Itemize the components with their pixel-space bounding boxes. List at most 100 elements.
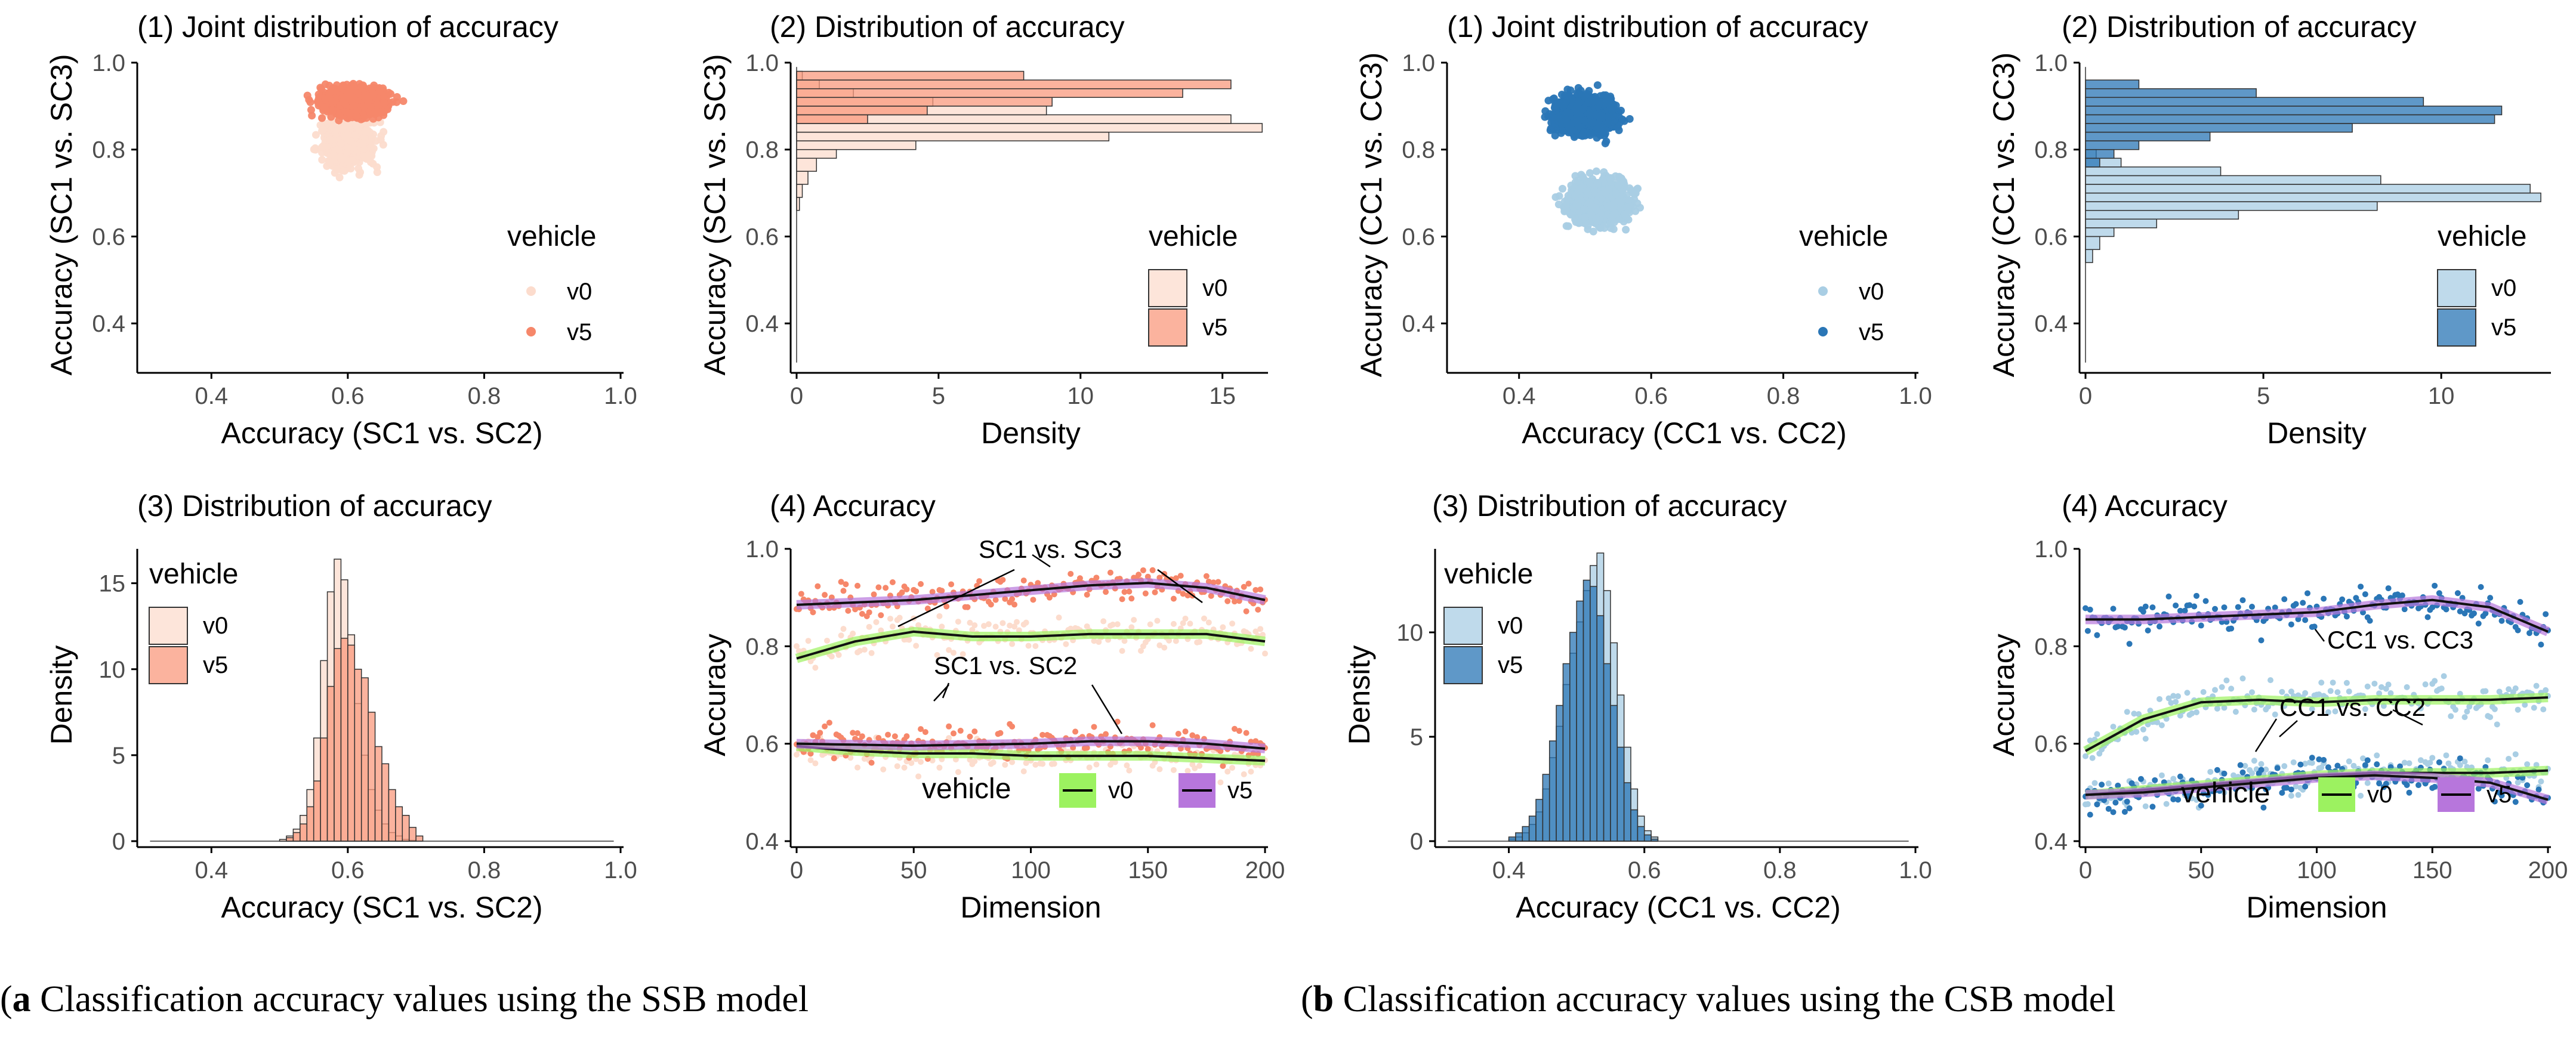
data-point-v0 SC1 vs. SC3 [861, 647, 868, 653]
histogram-bar-v5 [368, 712, 376, 842]
y-tick-label: 1.0 [745, 50, 779, 76]
data-point-v5 SC1 vs. SC2 [1236, 728, 1242, 734]
data-point-v0 SC1 vs. SC3 [1170, 620, 1177, 627]
data-point-v5 SC1 vs. SC2 [885, 731, 891, 738]
data-point-v5 [303, 91, 311, 100]
legend-label-v5: v5 [1227, 777, 1252, 804]
panel-title: (2) Distribution of accuracy [770, 10, 1125, 44]
data-point-v0 SC1 vs. SC3 [1201, 615, 1207, 622]
y-axis-label: Accuracy (SC1 vs. SC3) [698, 54, 732, 375]
data-point-v0 SC1 vs. SC3 [971, 622, 978, 629]
data-point-v0 [1562, 206, 1571, 214]
data-point-v5 SC1 vs. SC2 [1231, 725, 1238, 732]
data-point-v0 [1602, 189, 1610, 197]
data-point-v5 SC1 vs. SC2 [854, 730, 861, 737]
x-tick-label: 50 [900, 857, 927, 884]
data-point-v0 SC1 vs. SC3 [856, 647, 863, 654]
data-point-v0 SC1 vs. SC3 [1009, 641, 1016, 647]
annotation-arrow [933, 684, 949, 702]
data-point-v0 [1592, 214, 1600, 223]
data-point-v5 [325, 92, 333, 101]
data-point-v5 SC1 vs. SC3 [1152, 589, 1158, 595]
data-point-v0 [1611, 209, 1619, 218]
data-point-v5 SC1 vs. SC2 [1149, 722, 1156, 728]
data-point-v0 [318, 149, 326, 157]
data-point-v5 [318, 114, 326, 122]
data-point-v0 [335, 173, 344, 181]
y-tick-label: 1.0 [92, 50, 125, 76]
data-point-v5 SC1 vs. SC3 [843, 581, 849, 588]
data-point-v5 SC1 vs. SC3 [1128, 595, 1135, 602]
data-point-v0 [1559, 184, 1567, 193]
data-point-v5 SC1 vs. SC2 [971, 728, 978, 735]
data-point-v0 SC1 vs. SC2 [929, 757, 936, 764]
y-tick-label: 0.8 [92, 137, 125, 163]
data-point-v5 SC1 vs. SC3 [1126, 588, 1133, 595]
data-point-v5 SC1 vs. SC3 [1243, 608, 1250, 614]
data-point-v0 SC1 vs. SC3 [999, 620, 1006, 626]
histogram-bar-v5 [313, 780, 321, 842]
x-tick-label: 5 [932, 383, 945, 409]
data-point-v0 SC1 vs. SC2 [854, 764, 861, 771]
data-point-v5 SC1 vs. SC3 [1002, 595, 1008, 602]
data-point-v5 SC1 vs. SC3 [1030, 597, 1036, 603]
data-point-v5 [1593, 81, 1602, 89]
data-point-v0 SC1 vs. SC2 [1217, 779, 1224, 786]
x-tick-label: 0.8 [468, 857, 501, 884]
data-point-v5 SC1 vs. SC3 [875, 584, 882, 591]
data-point-v0 SC1 vs. SC2 [1124, 762, 1130, 769]
data-point-v0 [1624, 215, 1633, 224]
histogram-bar-v0 [796, 184, 803, 198]
data-point-v5 SC1 vs. SC2 [1091, 724, 1097, 730]
data-point-v0 SC1 vs. SC2 [1196, 762, 1203, 769]
data-point-v5 [369, 89, 378, 98]
data-point-v5 SC1 vs. SC2 [1072, 728, 1079, 735]
data-point-v0 SC1 vs. SC3 [1100, 618, 1107, 625]
legend-title: vehicle [149, 558, 238, 590]
x-tick-label: 0.4 [195, 857, 228, 884]
histogram-bar-v5 [415, 835, 424, 842]
data-point-v0 [1611, 172, 1619, 180]
data-point-v0 SC1 vs. SC3 [1220, 624, 1226, 631]
data-point-v0 SC1 vs. SC3 [1252, 628, 1259, 635]
y-tick-label: 0.4 [745, 311, 779, 337]
data-point-v0 SC1 vs. SC2 [1009, 759, 1016, 765]
histogram-bar-v5 [796, 106, 928, 116]
y-tick-label: 0 [112, 829, 125, 855]
data-point-v0 SC1 vs. SC3 [913, 642, 920, 649]
legend-label-v5: v5 [1202, 314, 1227, 341]
histogram-bar-v0 [796, 131, 1110, 141]
data-point-v0 SC1 vs. SC3 [835, 651, 842, 658]
y-tick-label: 0.8 [745, 634, 779, 660]
data-point-v0 [343, 148, 351, 156]
data-point-v5 SC1 vs. SC3 [999, 576, 1006, 583]
histogram-bar-v5 [796, 70, 1025, 81]
histogram-bar-v5 [340, 638, 348, 842]
data-point-v5 SC1 vs. SC2 [957, 727, 964, 734]
data-point-v5 [345, 109, 354, 118]
data-point-v5 SC1 vs. SC3 [1215, 579, 1221, 585]
data-point-v0 SC1 vs. SC3 [1161, 644, 1168, 651]
data-point-v5 [339, 81, 347, 89]
data-point-v5 SC1 vs. SC3 [939, 588, 945, 594]
data-point-v0 [362, 155, 371, 163]
data-point-v0 SC1 vs. SC3 [1147, 621, 1153, 628]
data-point-v0 SC1 vs. SC3 [1205, 619, 1212, 626]
data-point-v0 SC1 vs. SC2 [812, 760, 819, 767]
data-point-v0 [1554, 200, 1563, 209]
data-point-v5 SC1 vs. SC3 [1119, 596, 1125, 603]
data-point-v5 SC1 vs. SC3 [1255, 606, 1261, 613]
data-point-v0 [348, 156, 356, 164]
data-point-v0 SC1 vs. SC3 [866, 623, 872, 630]
data-point-v5 SC1 vs. SC3 [1142, 590, 1149, 597]
x-tick-label: 1.0 [604, 857, 637, 884]
data-point-v5 [373, 101, 381, 109]
data-point-v0 SC1 vs. SC2 [901, 764, 908, 771]
legend-key-v5 [149, 646, 188, 684]
data-point-v5 SC1 vs. SC3 [1011, 601, 1018, 608]
data-point-v0 SC1 vs. SC3 [1121, 638, 1128, 644]
data-point-v0 SC1 vs. SC2 [847, 755, 854, 761]
data-point-v5 SC1 vs. SC3 [1076, 575, 1083, 582]
data-point-v0 [351, 131, 359, 140]
